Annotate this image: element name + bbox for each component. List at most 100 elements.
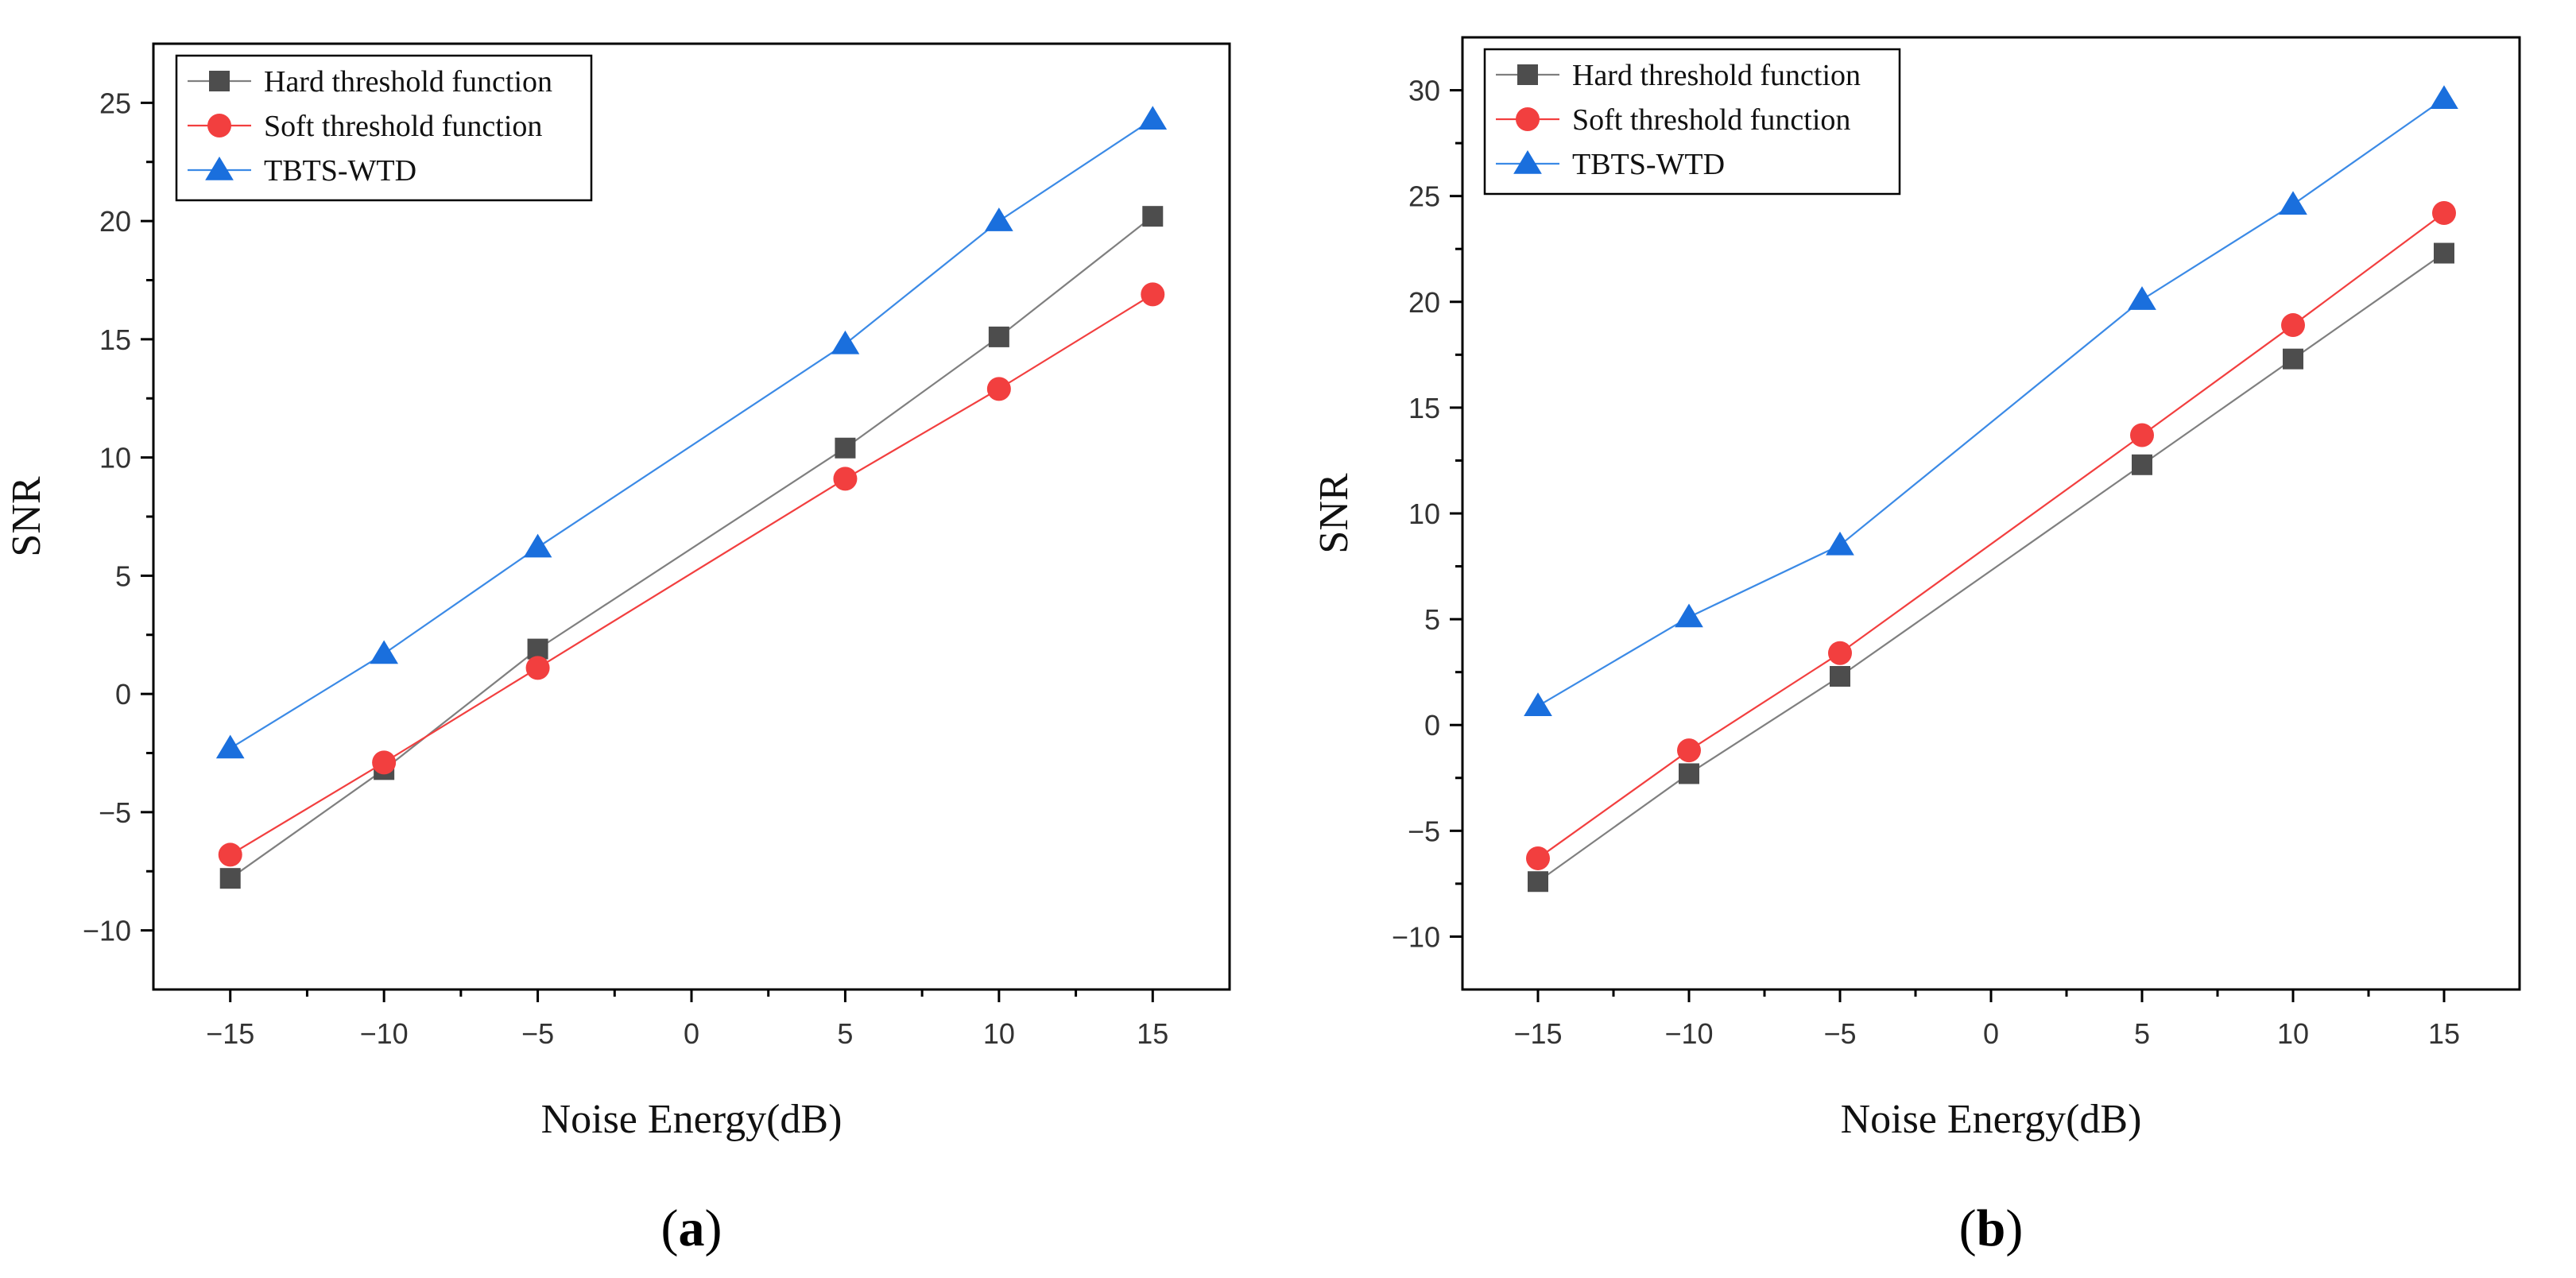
chart-a-point-tbts-wtd [215, 734, 245, 759]
chart-a-point-tbts-wtd [523, 533, 552, 558]
chart-a-legend-marker-tbts-wtd [205, 157, 234, 180]
chart-a-y-tick-label: 10 [99, 442, 131, 474]
chart-a-point-hard-threshold-function [527, 638, 548, 660]
chart-a-y-tick-label: 5 [115, 560, 131, 592]
chart-a-series-soft-threshold-function [218, 282, 1165, 867]
chart-b-point-soft-threshold-function [1677, 738, 1701, 763]
chart-b-point-hard-threshold-function [2283, 348, 2303, 370]
chart-a-y-tick-label: −5 [99, 796, 131, 829]
chart-b-point-hard-threshold-function [1528, 871, 1548, 893]
chart-a-point-soft-threshold-function [833, 467, 858, 491]
chart-b-point-hard-threshold-function [2132, 454, 2152, 475]
chart-b-series-soft-threshold-function [1526, 200, 2456, 870]
chart-a-x-tick-label: 10 [983, 1017, 1015, 1050]
chart-b-point-soft-threshold-function [1828, 641, 1852, 665]
chart-a-x-axis-title: Noise Energy(dB) [541, 1097, 843, 1142]
chart-b-point-tbts-wtd [2279, 191, 2307, 215]
chart-a-series-line-tbts-wtd [230, 118, 1153, 749]
chart-b-point-soft-threshold-function [2432, 200, 2456, 225]
chart-b-svg: −15 −10 −5 0 5 10 15 −10 −5 0 5 10 15 20 25 30 Noise Ene… [1311, 36, 2521, 1257]
chart-a-point-hard-threshold-function [835, 437, 856, 459]
chart-b-x-tick-label: −10 [1664, 1017, 1713, 1050]
chart-a-x-tick-label: 0 [684, 1017, 699, 1050]
chart-a-x-tick-label: 5 [837, 1017, 853, 1050]
chart-b-point-hard-threshold-function [2434, 242, 2454, 264]
chart-b-y-tick-label: 15 [1408, 392, 1440, 424]
chart-b-y-tick-label: 10 [1408, 498, 1440, 530]
chart-a-point-soft-threshold-function [1141, 282, 1165, 307]
chart-panel-b: −15 −10 −5 0 5 10 15 −10 −5 0 5 10 15 20 25 30 Noise Ene… [1288, 0, 2575, 1278]
chart-b-point-tbts-wtd [1675, 603, 1703, 628]
chart-b-point-soft-threshold-function [1526, 846, 1550, 870]
chart-b-y-tick-label: 0 [1424, 709, 1440, 742]
chart-b-x-tick-label: 10 [2277, 1017, 2309, 1050]
chart-a-legend-marker-hard-threshold-function [209, 71, 230, 91]
chart-b-legend-marker-hard-threshold-function [1517, 64, 1538, 85]
chart-b-point-soft-threshold-function [2130, 423, 2154, 447]
chart-b-series-line-hard-threshold-function [1537, 252, 2445, 883]
chart-a-y-tick-label: 20 [99, 205, 131, 238]
chart-b-y-tick-label: −5 [1408, 815, 1440, 847]
chart-a-x-tick-label: −15 [206, 1017, 254, 1050]
chart-a-legend-marker-soft-threshold-function [207, 114, 231, 137]
chart-b-point-tbts-wtd [2128, 286, 2156, 310]
chart-b-point-tbts-wtd [1524, 692, 1552, 717]
chart-b-x-tick-label: −15 [1513, 1017, 1562, 1050]
chart-a-point-hard-threshold-function [1142, 206, 1164, 227]
chart-b-y-tick-label: 30 [1408, 75, 1440, 107]
chart-a-legend-label-soft-threshold-function: Soft threshold function [264, 110, 542, 143]
chart-b-series-line-soft-threshold-function [1537, 212, 2445, 859]
chart-a-point-soft-threshold-function [986, 377, 1011, 401]
chart-a-point-hard-threshold-function [219, 868, 241, 889]
chart-b-y-tick-label: 25 [1408, 180, 1440, 213]
chart-b-legend: Hard threshold function Soft threshold fu… [1483, 48, 1901, 196]
chart-b-point-hard-threshold-function [1679, 763, 1699, 784]
chart-a-y-axis-title: SNR [4, 476, 49, 556]
chart-a-point-tbts-wtd [370, 640, 398, 664]
chart-a-legend-label-hard-threshold-function: Hard threshold function [264, 65, 552, 99]
chart-b-series-line-tbts-wtd [1537, 98, 2445, 707]
chart-b-y-tick-label: −10 [1392, 920, 1440, 953]
chart-a-point-hard-threshold-function [988, 326, 1009, 347]
chart-a-series-line-hard-threshold-function [230, 215, 1153, 880]
chart-a-point-soft-threshold-function [372, 750, 397, 775]
chart-a-y-tick-label: 25 [99, 87, 131, 119]
chart-b-y-tick-label: 20 [1408, 286, 1440, 319]
chart-a-panel-label: (a) [661, 1199, 722, 1257]
chart-a-series-line-soft-threshold-function [230, 293, 1153, 856]
chart-b-series-tbts-wtd [1524, 85, 2458, 717]
chart-b-x-tick-label: 15 [2428, 1017, 2460, 1050]
chart-b-x-axis-title: Noise Energy(dB) [1841, 1097, 2142, 1142]
chart-panel-a: −15 −10 −5 0 5 10 15 −10 −5 0 5 10 15 20 25 Noise Energ… [4, 42, 1231, 1257]
chart-b-legend-label-tbts-wtd: TBTS-WTD [1572, 148, 1725, 181]
chart-a-svg: −15 −10 −5 0 5 10 15 −10 −5 0 5 10 15 20 25 Noise Energ… [4, 42, 1231, 1257]
chart-a-legend-label-tbts-wtd: TBTS-WTD [264, 154, 416, 188]
chart-b-point-tbts-wtd [2430, 85, 2458, 109]
chart-a-x-tick-label: 15 [1137, 1017, 1168, 1050]
chart-b-point-hard-threshold-function [1830, 665, 1850, 687]
chart-b-legend-label-soft-threshold-function: Soft threshold function [1572, 103, 1850, 137]
chart-b-point-soft-threshold-function [2281, 313, 2305, 338]
chart-a-series-tbts-wtd [215, 106, 1168, 759]
chart-b-legend-marker-tbts-wtd [1513, 150, 1542, 174]
chart-b-panel-label: (b) [1959, 1199, 2024, 1257]
chart-b-x-tick-label: 0 [1983, 1017, 1999, 1050]
chart-a-x-tick-label: −10 [360, 1017, 409, 1050]
chart-a-point-tbts-wtd [1138, 106, 1168, 130]
chart-b-legend-box [1483, 48, 1901, 196]
chart-a-point-soft-threshold-function [218, 842, 242, 867]
chart-b-point-tbts-wtd [1826, 531, 1854, 556]
chart-a-y-tick-label: −10 [83, 915, 131, 947]
chart-a-y-tick-label: 15 [99, 323, 131, 356]
chart-b-legend-marker-soft-threshold-function [1516, 107, 1540, 131]
chart-a-x-tick-label: −5 [521, 1017, 554, 1050]
chart-b-series-hard-threshold-function [1528, 242, 2454, 893]
chart-b-y-tick-label: 5 [1424, 603, 1440, 636]
chart-a-legend-box [175, 54, 593, 202]
chart-a-legend: Hard threshold function Soft threshold fu… [175, 54, 593, 202]
chart-b-x-tick-label: 5 [2134, 1017, 2150, 1050]
chart-b-legend-label-hard-threshold-function: Hard threshold function [1572, 59, 1861, 92]
chart-a-point-tbts-wtd [985, 207, 1013, 231]
chart-b-x-tick-label: −5 [1823, 1017, 1856, 1050]
chart-a-point-soft-threshold-function [525, 656, 550, 680]
